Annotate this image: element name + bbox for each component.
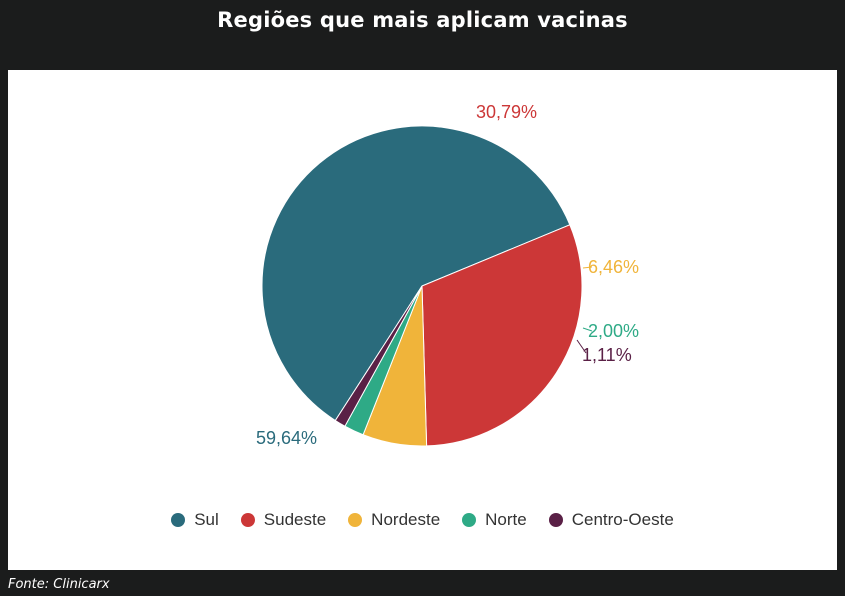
pie-chart: 59,64% 30,79% 6,46% 2,00% 1,11% (256, 102, 639, 448)
data-label-nordeste: 6,46% (588, 257, 639, 277)
legend-label: Sul (194, 510, 219, 529)
legend-item: Nordeste (348, 510, 440, 530)
source-note: Fonte: Clinicarx (8, 577, 110, 592)
legend-label: Sudeste (263, 510, 327, 529)
legend-item: Sul (171, 510, 219, 530)
legend-label: Nordeste (371, 510, 441, 529)
legend-marker (240, 513, 255, 527)
data-label-norte: 2,00% (588, 321, 639, 341)
data-label-sudeste: 30,79% (476, 102, 537, 122)
legend-label: Centro-Oeste (571, 510, 674, 529)
data-label-sul: 59,64% (256, 428, 317, 448)
chart-panel: 59,64% 30,79% 6,46% 2,00% 1,11% Sul Sudeste No… (8, 70, 837, 570)
chart-legend: Sul Sudeste Nordeste Norte Centro-Oeste (8, 510, 837, 530)
legend-item: Centro-Oeste (548, 510, 674, 530)
pie-slice-sul (261, 125, 571, 422)
leader-line (582, 327, 593, 332)
leader-line (582, 266, 593, 269)
data-label-centro-oeste: 1,11% (582, 345, 632, 365)
legend-item: Sudeste (240, 510, 327, 530)
pie-slice-sudeste (421, 224, 583, 447)
legend-label: Norte (485, 510, 527, 529)
legend-item: Norte (462, 510, 527, 530)
legend-marker (348, 513, 363, 527)
legend-marker (171, 513, 186, 527)
chart-title: Regiões que mais aplicam vacinas (217, 8, 628, 32)
leader-line (576, 339, 587, 354)
legend-marker (548, 513, 563, 527)
pie-slice-centro-oeste (334, 285, 423, 427)
legend-marker (462, 513, 477, 527)
